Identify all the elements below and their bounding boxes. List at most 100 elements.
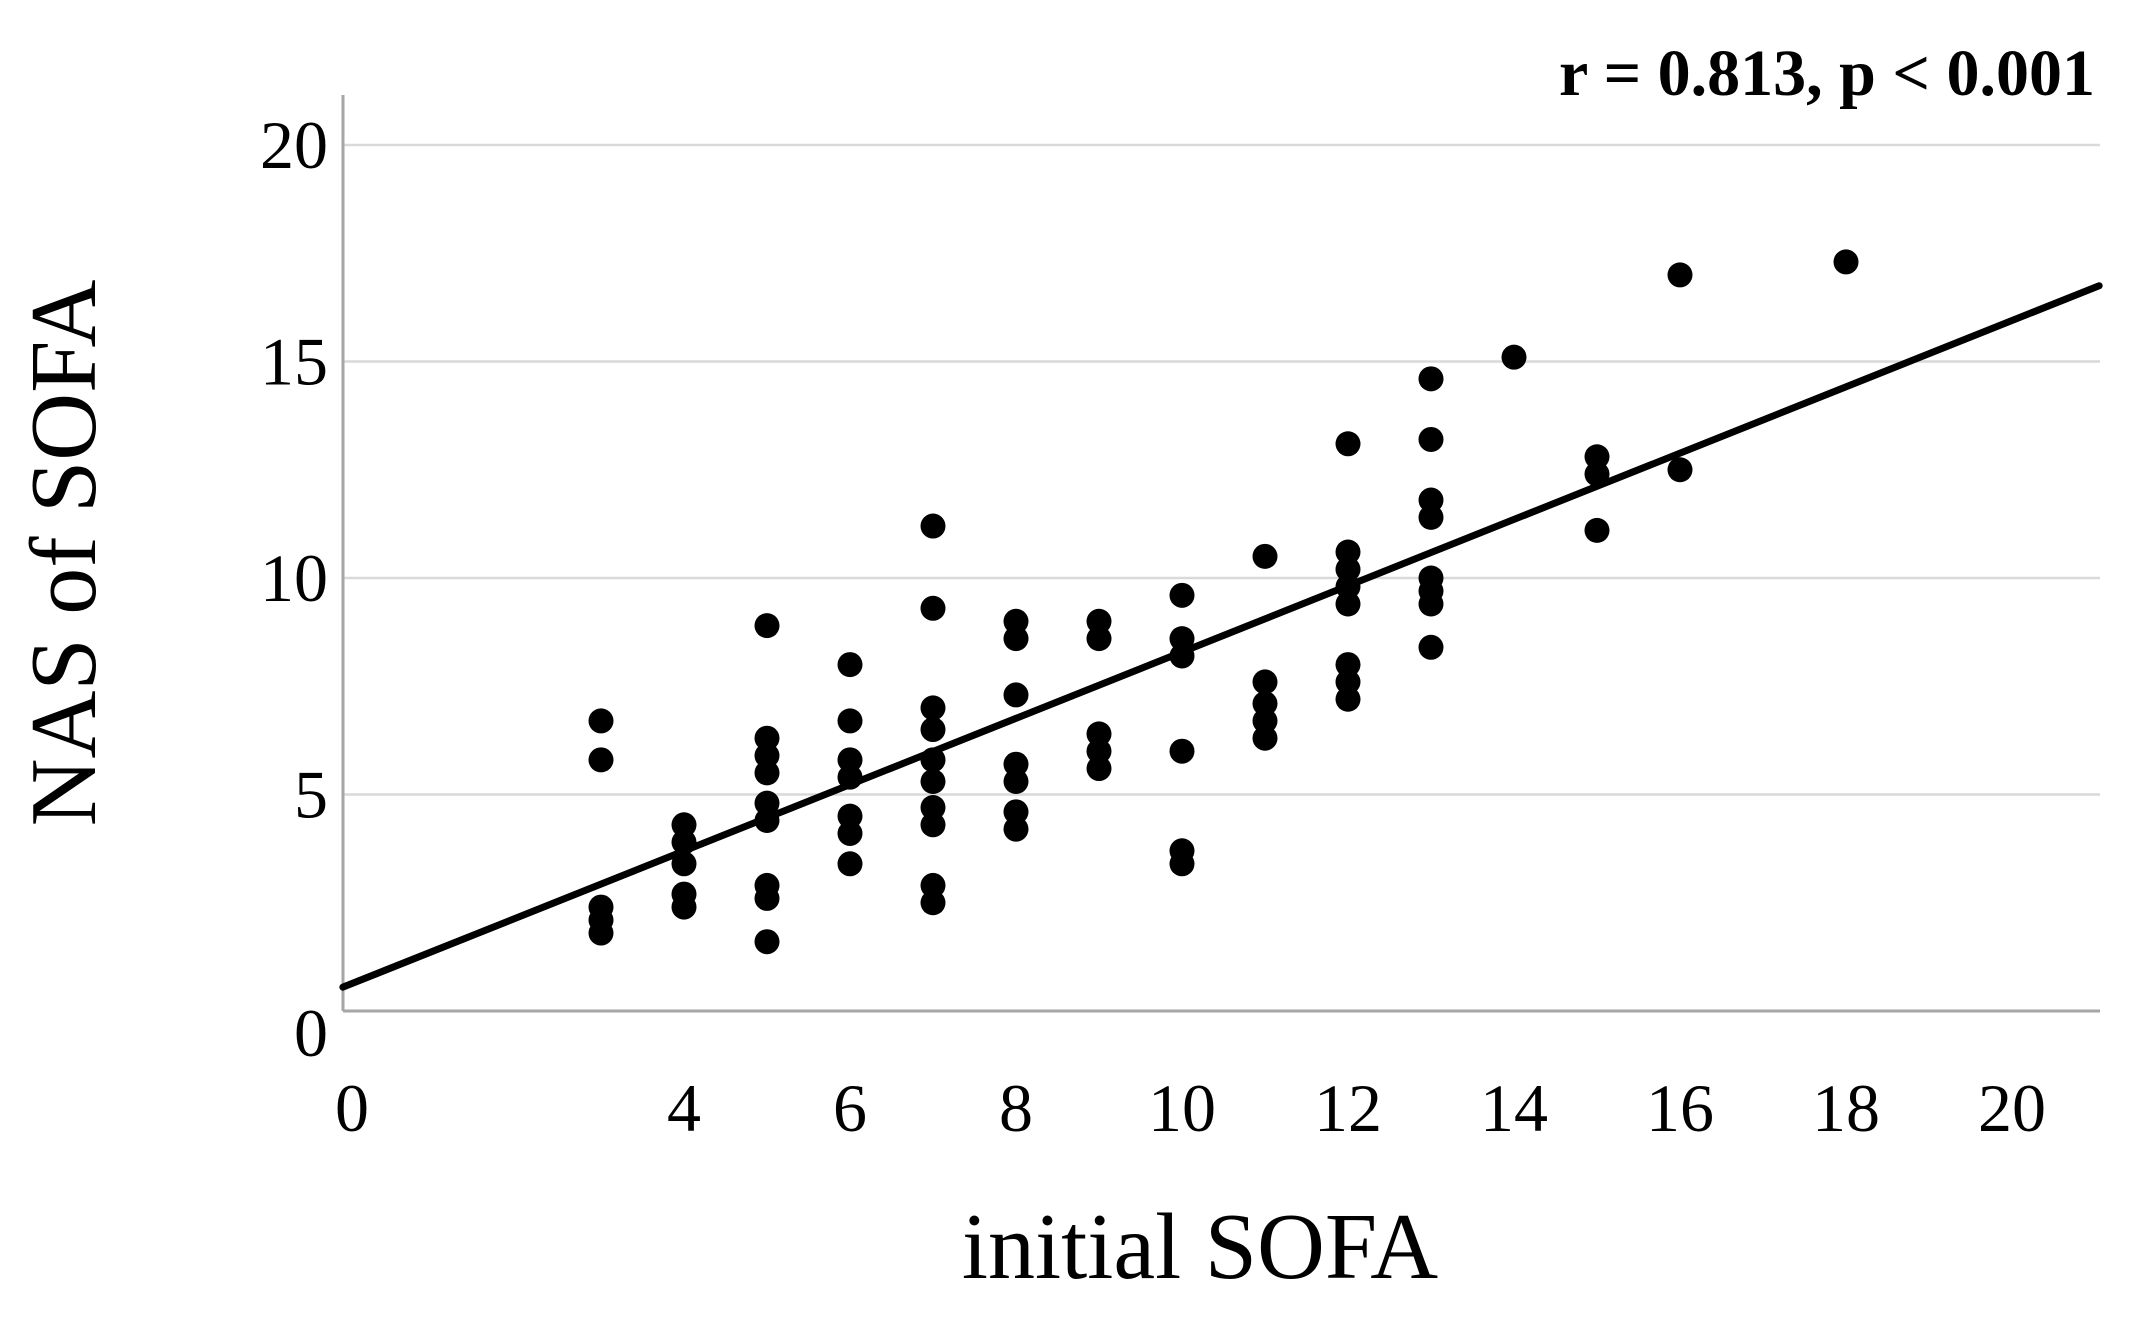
- data-point: [920, 812, 946, 838]
- y-tick-label: 5: [294, 757, 328, 833]
- data-point: [1252, 691, 1278, 717]
- x-tick-label: 14: [1480, 1070, 1548, 1146]
- data-point: [1335, 556, 1361, 582]
- data-point: [671, 894, 697, 920]
- data-point: [754, 885, 780, 911]
- data-point: [754, 760, 780, 786]
- data-point: [1086, 721, 1112, 747]
- data-point: [1169, 582, 1195, 608]
- data-point: [1003, 608, 1029, 634]
- data-point: [1418, 591, 1444, 617]
- y-tick-label: 10: [260, 540, 328, 616]
- data-point: [1003, 751, 1029, 777]
- data-point: [1003, 682, 1029, 708]
- data-point: [1003, 769, 1029, 795]
- data-point: [837, 851, 863, 877]
- data-point: [1086, 738, 1112, 764]
- data-point: [837, 652, 863, 678]
- data-point: [1003, 799, 1029, 825]
- data-point: [1169, 626, 1195, 652]
- x-tick-label: 16: [1646, 1070, 1714, 1146]
- x-tick-label: 12: [1314, 1070, 1382, 1146]
- data-point: [1252, 725, 1278, 751]
- data-point: [754, 807, 780, 833]
- data-point: [1667, 457, 1693, 483]
- data-point: [1335, 669, 1361, 695]
- data-point: [920, 794, 946, 820]
- data-point: [920, 717, 946, 743]
- y-tick-label: 15: [260, 324, 328, 400]
- y-axis-title: NAS of SOFA: [12, 280, 116, 827]
- data-point: [1086, 756, 1112, 782]
- data-point: [1169, 851, 1195, 877]
- data-point: [1335, 574, 1361, 600]
- correlation-annotation: r = 0.813, p < 0.001: [1559, 37, 2095, 110]
- data-point: [837, 708, 863, 734]
- data-point: [1169, 643, 1195, 669]
- x-tick-label: 18: [1812, 1070, 1880, 1146]
- data-point: [1418, 366, 1444, 392]
- data-point: [1335, 652, 1361, 678]
- data-point: [1418, 487, 1444, 513]
- data-point: [837, 764, 863, 790]
- data-point: [1335, 591, 1361, 617]
- data-point: [754, 790, 780, 816]
- x-tick-label: 10: [1148, 1070, 1216, 1146]
- data-point: [1335, 539, 1361, 565]
- data-point: [1584, 444, 1610, 470]
- data-point: [920, 513, 946, 539]
- data-point: [754, 725, 780, 751]
- data-point: [588, 920, 614, 946]
- data-point: [920, 747, 946, 773]
- data-point: [1003, 816, 1029, 842]
- data-point: [920, 872, 946, 898]
- y-tick-label: 0: [294, 995, 328, 1071]
- data-point: [920, 695, 946, 721]
- data-point: [837, 747, 863, 773]
- data-point: [837, 820, 863, 846]
- data-point: [1335, 686, 1361, 712]
- data-point: [1584, 461, 1610, 487]
- x-axis-title: initial SOFA: [962, 1195, 1438, 1299]
- data-point: [837, 803, 863, 829]
- x-tick-label: 6: [833, 1070, 867, 1146]
- x-tick-labels-group: 0 4 6 8 10 12 14 16 18 20: [335, 1070, 2046, 1146]
- data-point: [754, 613, 780, 639]
- data-points-group: [588, 249, 1859, 955]
- data-point: [1667, 262, 1693, 288]
- data-point: [1501, 344, 1527, 370]
- x-tick-label: 0: [335, 1070, 369, 1146]
- data-point: [1418, 504, 1444, 530]
- data-point: [671, 829, 697, 855]
- gridlines-group: [343, 143, 2100, 796]
- data-point: [588, 747, 614, 773]
- data-point: [1169, 738, 1195, 764]
- data-point: [920, 890, 946, 916]
- data-point: [1335, 431, 1361, 457]
- data-point: [1252, 543, 1278, 569]
- y-tick-labels-group: 0 5 10 15 20: [260, 107, 328, 1071]
- data-point: [1252, 708, 1278, 734]
- data-point: [1833, 249, 1859, 275]
- data-point: [754, 743, 780, 769]
- data-point: [1086, 608, 1112, 634]
- data-point: [1003, 626, 1029, 652]
- data-point: [754, 929, 780, 955]
- x-tick-label: 4: [667, 1070, 701, 1146]
- trend-line: [339, 282, 2103, 991]
- data-point: [920, 769, 946, 795]
- data-point: [671, 812, 697, 838]
- data-point: [671, 851, 697, 877]
- trend-line-group: [339, 282, 2103, 991]
- data-point: [1086, 626, 1112, 652]
- x-tick-label: 8: [999, 1070, 1033, 1146]
- data-point: [588, 708, 614, 734]
- data-point: [1584, 517, 1610, 543]
- y-tick-label: 20: [260, 107, 328, 183]
- data-point: [920, 595, 946, 621]
- x-tick-label: 20: [1978, 1070, 2046, 1146]
- data-point: [1252, 669, 1278, 695]
- data-point: [1418, 634, 1444, 660]
